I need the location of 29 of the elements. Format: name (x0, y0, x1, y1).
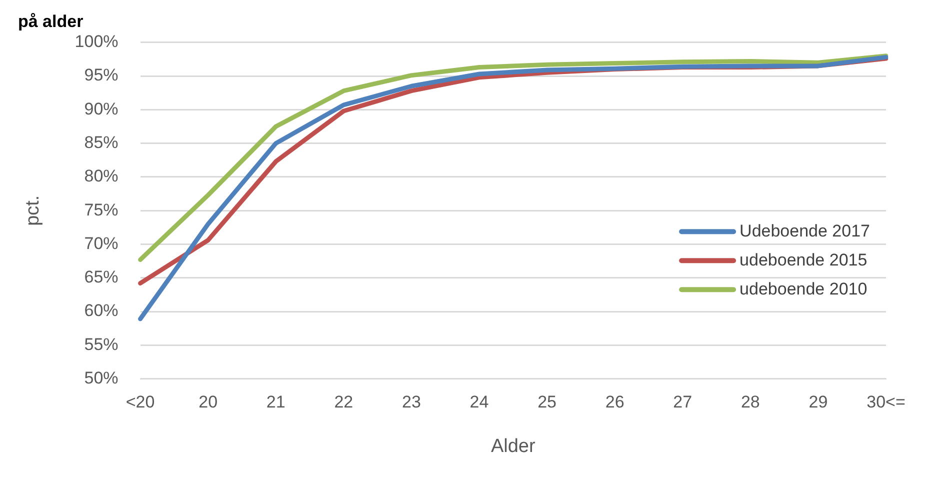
x-tick-label: 25 (538, 392, 556, 412)
y-tick-label: 75% (84, 200, 118, 220)
x-tick-label: 20 (198, 392, 218, 412)
y-tick-label: 55% (84, 334, 118, 354)
x-tick-label: 22 (334, 392, 354, 412)
legend-label: udeboende 2010 (740, 279, 868, 298)
y-tick-label: 60% (84, 301, 118, 320)
y-tick-label: 100% (74, 32, 118, 52)
y-tick-label: 65% (84, 268, 118, 287)
x-tick-label: 21 (266, 392, 286, 412)
x-tick-label: 29 (808, 392, 828, 412)
x-tick-label: 27 (673, 392, 692, 412)
x-tick-label: 26 (605, 392, 624, 412)
y-tick-label: 80% (84, 166, 118, 186)
chart-title: på alder (18, 12, 84, 31)
y-tick-label: 90% (84, 99, 118, 118)
legend-label: udeboende 2015 (740, 250, 868, 270)
x-tick-label: 30<= (866, 392, 906, 412)
x-tick-label: 24 (470, 392, 489, 412)
legend-label: Udeboende 2017 (740, 221, 870, 240)
y-tick-label: 50% (84, 368, 118, 388)
x-tick-label: 23 (402, 392, 421, 412)
y-tick-label: 95% (84, 66, 118, 85)
x-tick-label: <20 (126, 392, 155, 412)
y-tick-label: 70% (84, 234, 118, 253)
y-tick-label: 85% (84, 133, 118, 152)
x-tick-label: 28 (740, 392, 760, 412)
y-axis-title: pct. (22, 195, 44, 226)
x-axis-title: Alder (490, 436, 536, 457)
